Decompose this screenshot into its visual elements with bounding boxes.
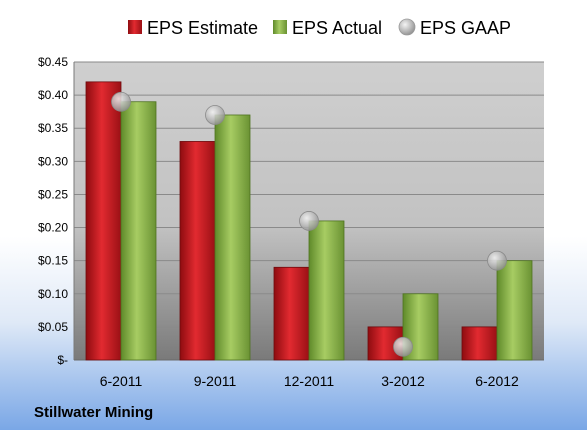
legend-label-estimate: EPS Estimate (147, 18, 258, 38)
legend: EPS Estimate EPS Actual EPS GAAP (128, 18, 511, 38)
legend-marker-gaap (398, 18, 416, 36)
x-category-label: 3-2012 (381, 373, 425, 389)
y-tick-label: $0.20 (38, 221, 68, 235)
bar-eps-estimate (461, 326, 498, 361)
legend-label-gaap: EPS GAAP (420, 18, 511, 38)
bar-eps-actual (214, 114, 251, 361)
y-tick-label: $0.15 (38, 254, 68, 268)
x-category-label: 6-2012 (475, 373, 519, 389)
marker-eps-gaap (393, 336, 413, 357)
x-category-label: 9-2011 (194, 373, 237, 389)
legend-swatch-estimate (128, 20, 142, 34)
y-tick-label: $0.35 (38, 121, 68, 135)
y-tick-label: $0.25 (38, 187, 68, 201)
company-label: Stillwater Mining (34, 404, 153, 421)
x-axis-categories: 6-2011 9-2011 12-2011 3-2012 6-2012 (100, 373, 519, 389)
y-tick-label: $- (57, 353, 68, 367)
marker-eps-gaap (487, 250, 507, 271)
legend-swatch-actual (273, 20, 287, 34)
bar-eps-actual (120, 101, 157, 361)
legend-label-actual: EPS Actual (292, 18, 382, 38)
bar-eps-estimate (179, 141, 216, 361)
y-tick-label: $0.45 (38, 55, 68, 69)
marker-eps-gaap (205, 105, 225, 125)
bar-eps-actual (308, 220, 345, 361)
x-category-label: 6-2011 (100, 373, 143, 389)
gaap-markers (111, 91, 507, 357)
bars (85, 81, 533, 361)
bar-eps-estimate (273, 266, 310, 361)
y-axis-ticks: $- $0.05 $0.10 $0.15 $0.20 $0.25 $0.30 $0.35 $0.… (38, 55, 68, 367)
y-tick-label: $0.40 (38, 88, 68, 102)
marker-eps-gaap (299, 211, 319, 231)
y-tick-label: $0.10 (38, 287, 68, 301)
bar-eps-actual (496, 260, 533, 361)
marker-eps-gaap (111, 91, 131, 112)
y-tick-label: $0.30 (38, 154, 68, 168)
x-category-label: 12-2011 (284, 373, 335, 389)
y-tick-label: $0.05 (38, 320, 68, 334)
bar-eps-estimate (85, 81, 122, 361)
